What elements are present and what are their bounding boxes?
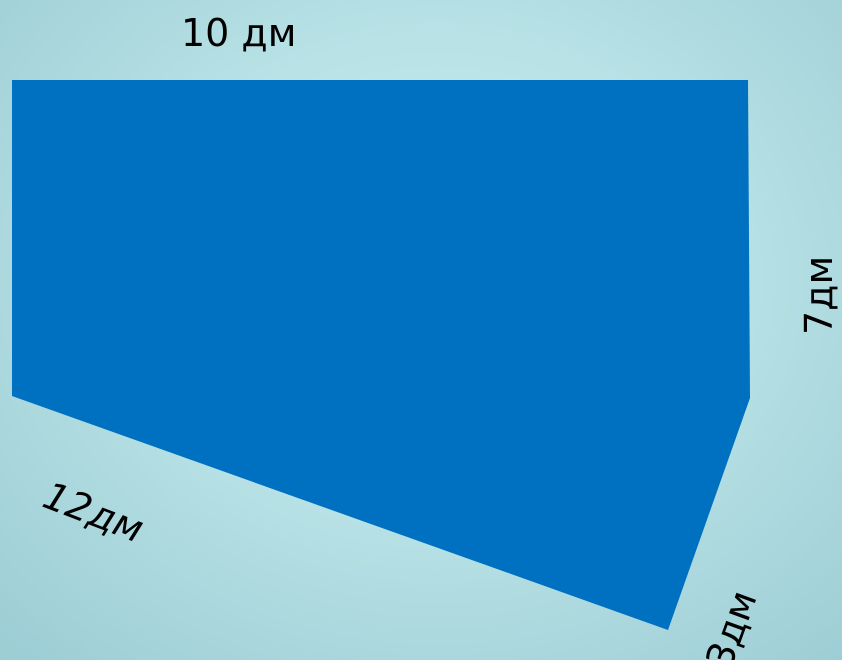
blue-pentagon-shape [12, 80, 750, 630]
top-side-label: 10 дм [181, 11, 297, 55]
right-side-label: 7дм [797, 255, 841, 335]
